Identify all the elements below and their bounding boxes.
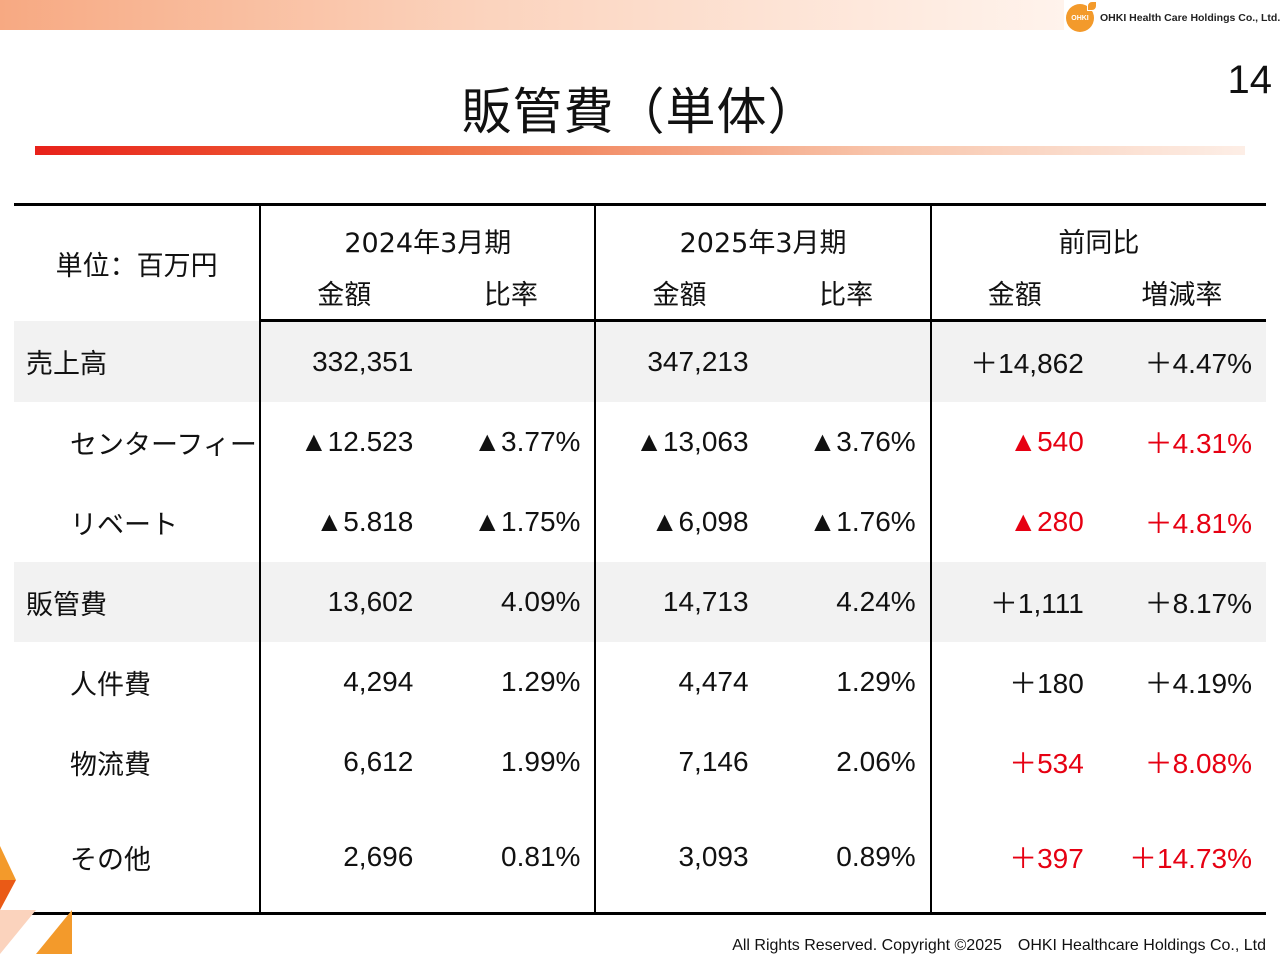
header-row-groups: 単位：百万円 2024年3月期 2025年3月期 前同比 [14, 203, 1266, 321]
col-header-amount-yoy: 金額 [930, 266, 1098, 322]
row-label: 物流費 [14, 722, 262, 802]
table-cell: ▲6,098 [650, 506, 749, 537]
table-cell: 1.29% [427, 642, 597, 722]
leaf-icon [1087, 1, 1097, 11]
table-cell-highlight: ＋4.31% [1144, 428, 1252, 459]
table-cell: 4.09% [427, 562, 597, 642]
top-banner [0, 0, 1064, 30]
table-cell: 7,146 [678, 746, 749, 777]
row-label: センターフィー [14, 402, 262, 482]
ohki-logo-icon: OHKI [1066, 1, 1097, 32]
table-cell: ▲3.76% [762, 402, 932, 482]
table-cell [762, 320, 932, 402]
table-row-rebate: リベート ▲5.818 ▲1.75% ▲6,098 ▲1.76% ▲280 ＋4… [14, 482, 1266, 562]
table-cell: ＋4.47% [1097, 320, 1266, 402]
table-cell: 4,474 [678, 666, 749, 697]
table-cell: 1.99% [427, 722, 597, 802]
table-cell: ▲1.75% [427, 482, 597, 562]
title-underline [35, 146, 1245, 155]
table-cell: ▲5.818 [315, 506, 414, 537]
col-header-ratio-2025: 比率 [762, 266, 932, 322]
row-label: 販管費 [14, 562, 262, 642]
table-cell: 2,696 [260, 802, 428, 915]
corner-decoration [0, 880, 16, 910]
table-cell: ＋8.17% [1097, 562, 1266, 642]
table-cell: 332,351 [260, 320, 428, 402]
table-cell: ＋1,111 [930, 562, 1098, 642]
corner-decoration [0, 846, 16, 880]
table-cell: 347,213 [595, 320, 763, 402]
table-row-sales: 売上高 332,351 347,213 ＋14,862 ＋4.47% [14, 320, 1266, 402]
table-cell-highlight: ＋8.08% [1144, 748, 1252, 779]
table-row-personnel: 人件費 4,294 1.29% 4,474 1.29% ＋180 ＋4.19% [14, 642, 1266, 722]
group-header-yoy: 前同比 [930, 203, 1266, 266]
table-cell: ＋14,862 [930, 320, 1098, 402]
logo-mark-text: OHKI [1071, 14, 1089, 22]
corner-decoration [0, 910, 36, 954]
group-header-fy2024: 2024年3月期 [260, 203, 597, 266]
table-cell [427, 320, 597, 402]
table-cell: ▲1.76% [762, 482, 932, 562]
table-cell-highlight: ▲540 [1009, 426, 1084, 457]
table-cell: ▲13,063 [635, 426, 749, 457]
row-label: 人件費 [14, 642, 262, 722]
col-header-amount-2024: 金額 [260, 266, 428, 322]
company-name: OHKI Health Care Holdings Co., Ltd. [1100, 12, 1280, 24]
table-cell-highlight: ＋4.81% [1144, 508, 1252, 539]
table-cell-highlight: ＋397 [930, 802, 1098, 915]
page-number: 14 [1227, 58, 1273, 102]
copyright-footer: All Rights Reserved. Copyright ©2025 OHK… [732, 937, 1266, 954]
group-header-fy2025: 2025年3月期 [595, 203, 932, 266]
table-cell: 13,602 [260, 562, 428, 642]
table-cell: 2.06% [762, 722, 932, 802]
slide-title: 販管費（単体） [461, 83, 819, 141]
col-header-ratio-2024: 比率 [427, 266, 597, 322]
table-cell: ▲3.77% [427, 402, 597, 482]
table-cell: ＋4.19% [1144, 668, 1252, 699]
row-label: 売上高 [14, 320, 262, 402]
col-header-amount-2025: 金額 [595, 266, 763, 322]
col-header-change-rate: 増減率 [1097, 266, 1266, 322]
table-cell: ＋180 [1009, 668, 1084, 699]
table-cell: 0.81% [427, 802, 597, 915]
table-cell: 6,612 [343, 746, 414, 777]
table-cell-highlight: ▲280 [1009, 506, 1084, 537]
table-cell-highlight: ＋14.73% [1097, 802, 1266, 915]
table-cell: 3,093 [595, 802, 763, 915]
table-cell: ▲12.523 [299, 426, 414, 457]
row-label: その他 [14, 802, 262, 915]
company-logo: OHKI OHKI Health Care Holdings Co., Ltd. [1066, 1, 1280, 32]
table-row-sga: 販管費 13,602 4.09% 14,713 4.24% ＋1,111 ＋8.… [14, 562, 1266, 642]
table-row-other: その他 2,696 0.81% 3,093 0.89% ＋397 ＋14.73% [14, 802, 1266, 915]
corner-decoration [36, 910, 72, 954]
sga-table: 単位：百万円 2024年3月期 2025年3月期 前同比 金額 比率 金額 比率… [14, 203, 1266, 915]
header-row-columns: 金額 比率 金額 比率 金額 増減率 [14, 266, 1266, 322]
table-row-logistics: 物流費 6,612 1.99% 7,146 2.06% ＋534 ＋8.08% [14, 722, 1266, 802]
table-cell: 4,294 [343, 666, 414, 697]
unit-label: 単位：百万円 [14, 203, 262, 321]
table-cell: 4.24% [762, 562, 932, 642]
table-row-center-fee: センターフィー ▲12.523 ▲3.77% ▲13,063 ▲3.76% ▲5… [14, 402, 1266, 482]
table-cell: 0.89% [762, 802, 932, 915]
table-cell: 1.29% [762, 642, 932, 722]
row-label: リベート [14, 482, 262, 562]
table-cell: 14,713 [595, 562, 763, 642]
table-cell-highlight: ＋534 [1009, 748, 1084, 779]
